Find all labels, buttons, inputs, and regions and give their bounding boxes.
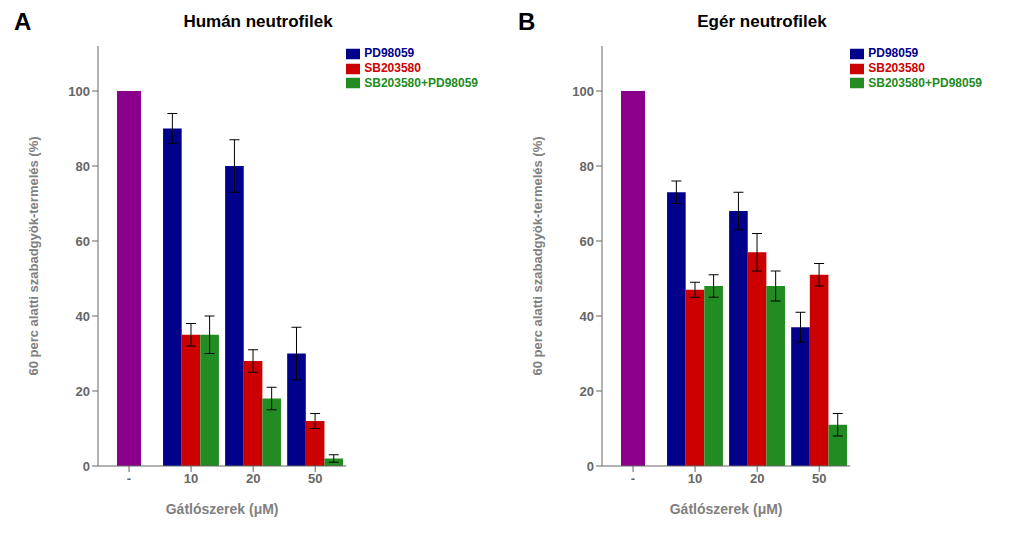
svg-text:40: 40 — [580, 309, 594, 324]
svg-text:Gátlószerek (μM): Gátlószerek (μM) — [166, 501, 279, 517]
svg-text:20: 20 — [76, 384, 90, 399]
svg-text:20: 20 — [580, 384, 594, 399]
svg-text:100: 100 — [68, 84, 90, 99]
svg-text:60 perc alatti szabadgyök-term: 60 perc alatti szabadgyök-termelés (%) — [26, 136, 41, 375]
svg-text:-: - — [631, 471, 635, 486]
svg-text:20: 20 — [750, 471, 764, 486]
svg-text:60 perc alatti szabadgyök-term: 60 perc alatti szabadgyök-termelés (%) — [530, 136, 545, 375]
html-text:B: B — [518, 8, 536, 35]
html-text:PD98059: PD98059 — [364, 46, 415, 60]
svg-text:80: 80 — [580, 159, 594, 174]
svg-text:10: 10 — [184, 471, 198, 486]
svg-text:60: 60 — [76, 234, 90, 249]
svg-text:0: 0 — [587, 459, 594, 474]
svg-text:-: - — [127, 471, 131, 486]
svg-text:50: 50 — [308, 471, 322, 486]
html-text:SB203580: SB203580 — [868, 60, 925, 75]
svg-text:Gátlószerek (μM): Gátlószerek (μM) — [670, 501, 783, 517]
html-text:A: A — [14, 8, 32, 35]
svg-text:40: 40 — [76, 309, 90, 324]
html-text:SB203580+PD98059: SB203580+PD98059 — [364, 75, 478, 90]
svg-text:100: 100 — [572, 84, 594, 99]
svg-text:20: 20 — [246, 471, 260, 486]
html-text:PD98059: PD98059 — [868, 46, 919, 60]
svg-text:60: 60 — [580, 234, 594, 249]
html-text:SB203580: SB203580 — [364, 60, 421, 75]
svg-text:80: 80 — [76, 159, 90, 174]
html-text:Egér neutrofilek: Egér neutrofilek — [697, 12, 827, 31]
html-text:Humán neutrofilek: Humán neutrofilek — [183, 12, 333, 31]
html-text:SB203580+PD98059: SB203580+PD98059 — [868, 75, 982, 90]
svg-text:50: 50 — [812, 471, 826, 486]
svg-text:0: 0 — [83, 459, 90, 474]
svg-text:10: 10 — [688, 471, 702, 486]
